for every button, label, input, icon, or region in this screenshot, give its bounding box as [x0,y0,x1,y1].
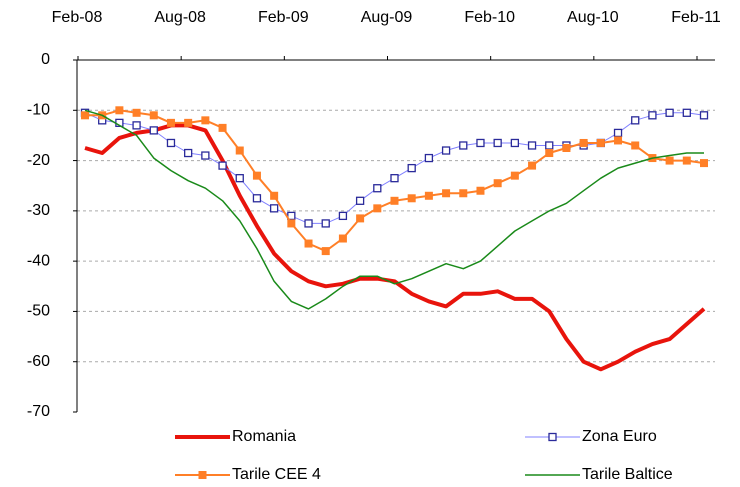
marker [355,196,365,205]
marker [682,156,691,165]
marker [390,174,399,183]
marker [424,153,434,163]
marker [631,141,640,150]
legend-marker [198,471,207,479]
marker [304,239,313,248]
marker [166,118,175,127]
marker [510,138,520,148]
marker [184,148,193,158]
marker [442,189,451,198]
marker [682,108,691,117]
marker [184,118,193,127]
marker [493,179,502,188]
y-tick-label: -20 [27,152,50,169]
marker [201,116,210,125]
x-tick-label: Aug-08 [154,9,206,26]
marker [545,149,554,158]
marker [252,171,261,180]
marker [235,146,244,155]
marker [596,138,605,147]
marker [132,121,141,130]
marker [562,144,571,152]
marker [441,146,451,155]
x-tick-label: Feb-11 [671,9,721,26]
marker [648,111,657,120]
marker [270,191,279,200]
marker [613,128,623,138]
marker [304,219,313,228]
marker [545,141,554,150]
marker [201,151,210,160]
legend-label: Tarile Baltice [582,466,673,483]
marker [476,186,485,195]
y-tick-label: 0 [41,51,50,68]
x-tick-label: Feb-08 [52,9,103,26]
marker [287,211,296,221]
marker [459,189,468,198]
x-tick-label: Feb-09 [258,9,309,26]
marker [390,196,399,205]
x-tick-label: Aug-09 [361,9,413,26]
marker [579,138,588,147]
marker [665,108,674,117]
y-tick-label: -40 [27,252,50,269]
series-line [84,109,704,310]
legend-label: Zona Euro [582,428,657,445]
marker [424,191,433,200]
y-tick-label: -30 [27,202,50,219]
legend-marker [548,432,557,442]
y-tick-label: -50 [27,303,50,320]
marker [528,161,537,170]
x-tick-label: Feb-10 [464,9,515,26]
marker [115,106,124,115]
marker [338,234,347,243]
series-line [84,112,705,224]
marker [459,141,468,150]
y-tick-label: -10 [27,102,50,119]
marker [132,108,141,117]
marker [407,163,416,173]
marker [149,126,158,135]
marker [493,138,502,148]
marker [218,123,227,132]
marker [166,138,176,148]
marker [269,204,279,213]
marker [699,111,709,120]
y-tick-label: -60 [27,353,50,370]
marker [356,214,365,223]
marker [510,171,519,180]
marker [373,204,382,213]
marker [287,219,296,228]
marker [700,159,708,168]
marker [149,111,158,120]
legend-label: Tarile CEE 4 [232,466,321,483]
marker [338,211,348,221]
marker [407,194,416,203]
series-line [84,123,706,372]
marker [665,156,674,165]
marker [373,184,382,193]
marker [252,194,262,203]
marker [476,138,485,148]
legend-label: Romania [232,428,296,445]
marker [321,247,330,256]
x-tick-label: Aug-10 [567,9,619,26]
marker [614,136,623,145]
marker [631,116,640,125]
y-tick-label: -70 [27,403,50,420]
marker [321,219,330,228]
marker [218,161,227,170]
marker [81,111,89,120]
marker [527,141,537,150]
marker [235,174,244,183]
